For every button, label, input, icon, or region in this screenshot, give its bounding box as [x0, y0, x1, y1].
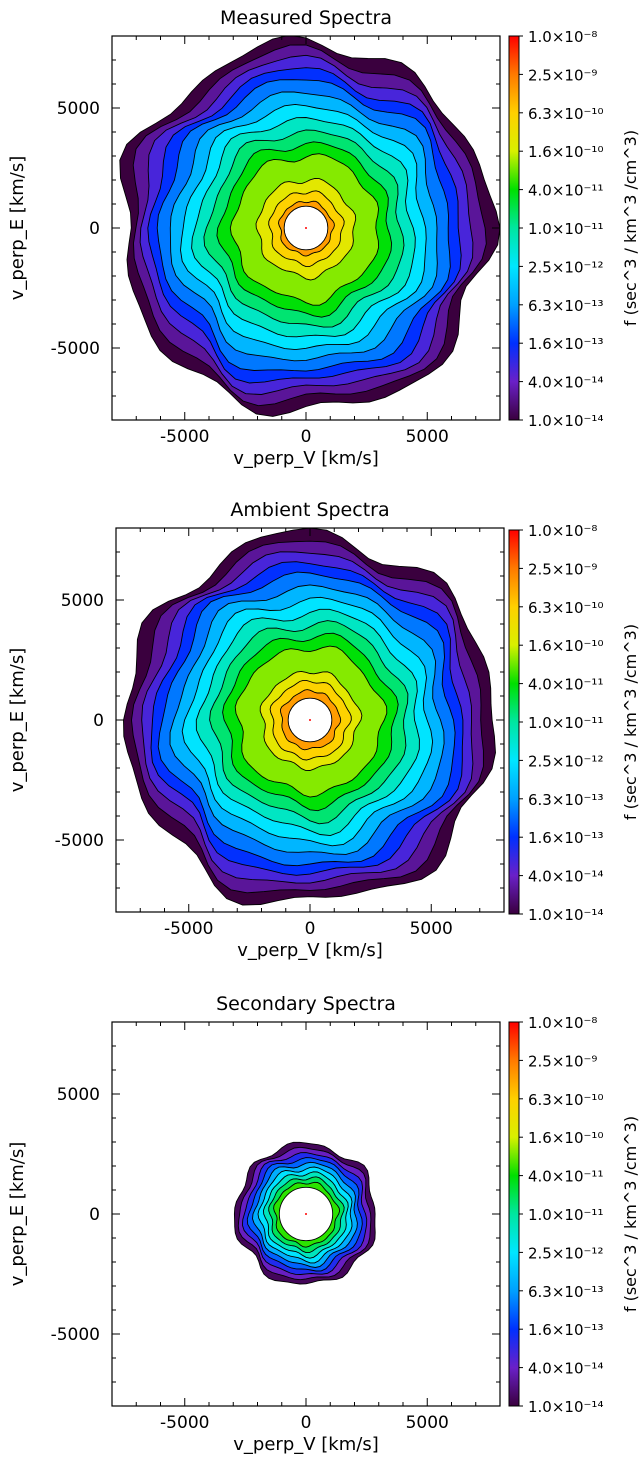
colorbar-tick-label: 2.5×10⁻⁹ [528, 560, 597, 578]
colorbar-tick-label: 1.0×10⁻¹⁴ [528, 1398, 603, 1416]
y-tick-label: 5000 [61, 591, 104, 611]
colorbar-tick-label: 1.0×10⁻¹¹ [528, 1206, 603, 1224]
colorbar-label: f (sec^3 / km^3 /cm^3) [621, 1116, 640, 1312]
x-tick-label: 5000 [410, 919, 453, 939]
colorbar-tick-label: 6.3×10⁻¹³ [528, 1283, 603, 1301]
x-tick-label: -5000 [164, 919, 213, 939]
chart-title: Secondary Spectra [216, 993, 396, 1015]
colorbar: 1.0×10⁻⁸ 2.5×10⁻⁹ 6.3×10⁻¹⁰ 1.6×10⁻¹⁰ 4.0×10… [508, 1014, 640, 1416]
colorbar-tick-label: 2.5×10⁻¹² [528, 752, 603, 770]
colorbar-tick-label: 1.0×10⁻⁸ [528, 1014, 597, 1032]
colorbar-tick-label: 1.6×10⁻¹³ [528, 829, 603, 847]
colorbar-tick-label: 2.5×10⁻¹² [528, 258, 603, 276]
center-marker [309, 719, 311, 721]
colorbar-tick-label: 1.0×10⁻¹⁴ [528, 906, 603, 924]
x-tick-label: 5000 [406, 427, 449, 447]
contour-plot [123, 528, 496, 906]
colorbar-tick-label: 6.3×10⁻¹³ [528, 791, 603, 809]
y-tick-label: 0 [89, 1205, 100, 1225]
y-axis-label: v_perp_E [km/s] [7, 1142, 28, 1287]
colorbar-tick-label: 1.6×10⁻¹³ [528, 335, 603, 353]
colorbar-scale [508, 529, 520, 915]
y-tick-label: 5000 [57, 99, 100, 119]
y-tick-label: 5000 [57, 1085, 100, 1105]
x-axis-label: v_perp_V [km/s] [237, 940, 382, 961]
spectra-panel-1: -5000 0 5000 5000 0 -5000 Measured Spectra v_pe… [7, 7, 640, 469]
colorbar-tick-label: 2.5×10⁻⁹ [528, 1052, 597, 1070]
colorbar: 1.0×10⁻⁸ 2.5×10⁻⁹ 6.3×10⁻¹⁰ 1.6×10⁻¹⁰ 4.0×10… [508, 522, 640, 924]
y-tick-label: 0 [93, 711, 104, 731]
center-marker [305, 227, 307, 229]
colorbar-tick-label: 1.0×10⁻⁸ [528, 522, 597, 540]
colorbar-tick-label: 4.0×10⁻¹¹ [528, 676, 603, 694]
x-tick-label: 5000 [406, 1413, 449, 1433]
colorbar-label: f (sec^3 / km^3 /cm^3) [621, 624, 640, 820]
x-tick-label: 0 [305, 919, 316, 939]
x-tick-label: 0 [301, 1413, 312, 1433]
colorbar-tick-label: 1.0×10⁻¹¹ [528, 714, 603, 732]
colorbar-tick-label: 1.0×10⁻¹⁴ [528, 412, 603, 430]
colorbar-scale [508, 35, 520, 421]
x-tick-label: 0 [301, 427, 312, 447]
spectra-panel-3: -5000 0 5000 5000 0 -5000 Secondary Spectra v_p… [7, 993, 640, 1455]
x-axis-label: v_perp_V [km/s] [233, 448, 378, 469]
colorbar-tick-label: 1.6×10⁻¹⁰ [528, 1129, 603, 1147]
contour-plot [233, 1141, 376, 1285]
center-marker [305, 1213, 307, 1215]
colorbar-tick-label: 1.6×10⁻¹⁰ [528, 637, 603, 655]
y-axis-label: v_perp_E [km/s] [7, 648, 28, 793]
y-tick-label: -5000 [51, 1325, 100, 1345]
colorbar-scale [508, 1021, 520, 1407]
y-tick-label: -5000 [51, 339, 100, 359]
colorbar-tick-label: 4.0×10⁻¹⁴ [528, 868, 603, 886]
colorbar-tick-label: 6.3×10⁻¹⁰ [528, 1091, 603, 1109]
colorbar-tick-label: 4.0×10⁻¹⁴ [528, 1360, 603, 1378]
y-tick-label: 0 [89, 219, 100, 239]
spectra-panel-2: -5000 0 5000 5000 0 -5000 Ambient Spectra v_per… [7, 499, 640, 961]
colorbar-tick-label: 6.3×10⁻¹⁰ [528, 599, 603, 617]
chart-title: Measured Spectra [220, 7, 392, 29]
colorbar-tick-label: 1.6×10⁻¹³ [528, 1321, 603, 1339]
colorbar: 1.0×10⁻⁸ 2.5×10⁻⁹ 6.3×10⁻¹⁰ 1.6×10⁻¹⁰ 4.0×10… [508, 28, 640, 430]
colorbar-tick-label: 1.6×10⁻¹⁰ [528, 143, 603, 161]
x-tick-label: -5000 [160, 427, 209, 447]
colorbar-tick-label: 4.0×10⁻¹¹ [528, 1168, 603, 1186]
colorbar-tick-label: 1.0×10⁻¹¹ [528, 220, 603, 238]
colorbar-tick-label: 2.5×10⁻⁹ [528, 66, 597, 84]
colorbar-tick-label: 4.0×10⁻¹⁴ [528, 374, 603, 392]
colorbar-tick-label: 2.5×10⁻¹² [528, 1244, 603, 1262]
colorbar-tick-label: 4.0×10⁻¹¹ [528, 182, 603, 200]
colorbar-tick-label: 6.3×10⁻¹³ [528, 297, 603, 315]
colorbar-tick-label: 6.3×10⁻¹⁰ [528, 105, 603, 123]
chart-title: Ambient Spectra [230, 499, 389, 521]
x-axis-label: v_perp_V [km/s] [233, 1434, 378, 1455]
x-tick-label: -5000 [160, 1413, 209, 1433]
y-axis-label: v_perp_E [km/s] [7, 156, 28, 301]
colorbar-tick-label: 1.0×10⁻⁸ [528, 28, 597, 46]
colorbar-label: f (sec^3 / km^3 /cm^3) [621, 130, 640, 326]
contour-plot [119, 36, 500, 417]
y-tick-label: -5000 [55, 831, 104, 851]
